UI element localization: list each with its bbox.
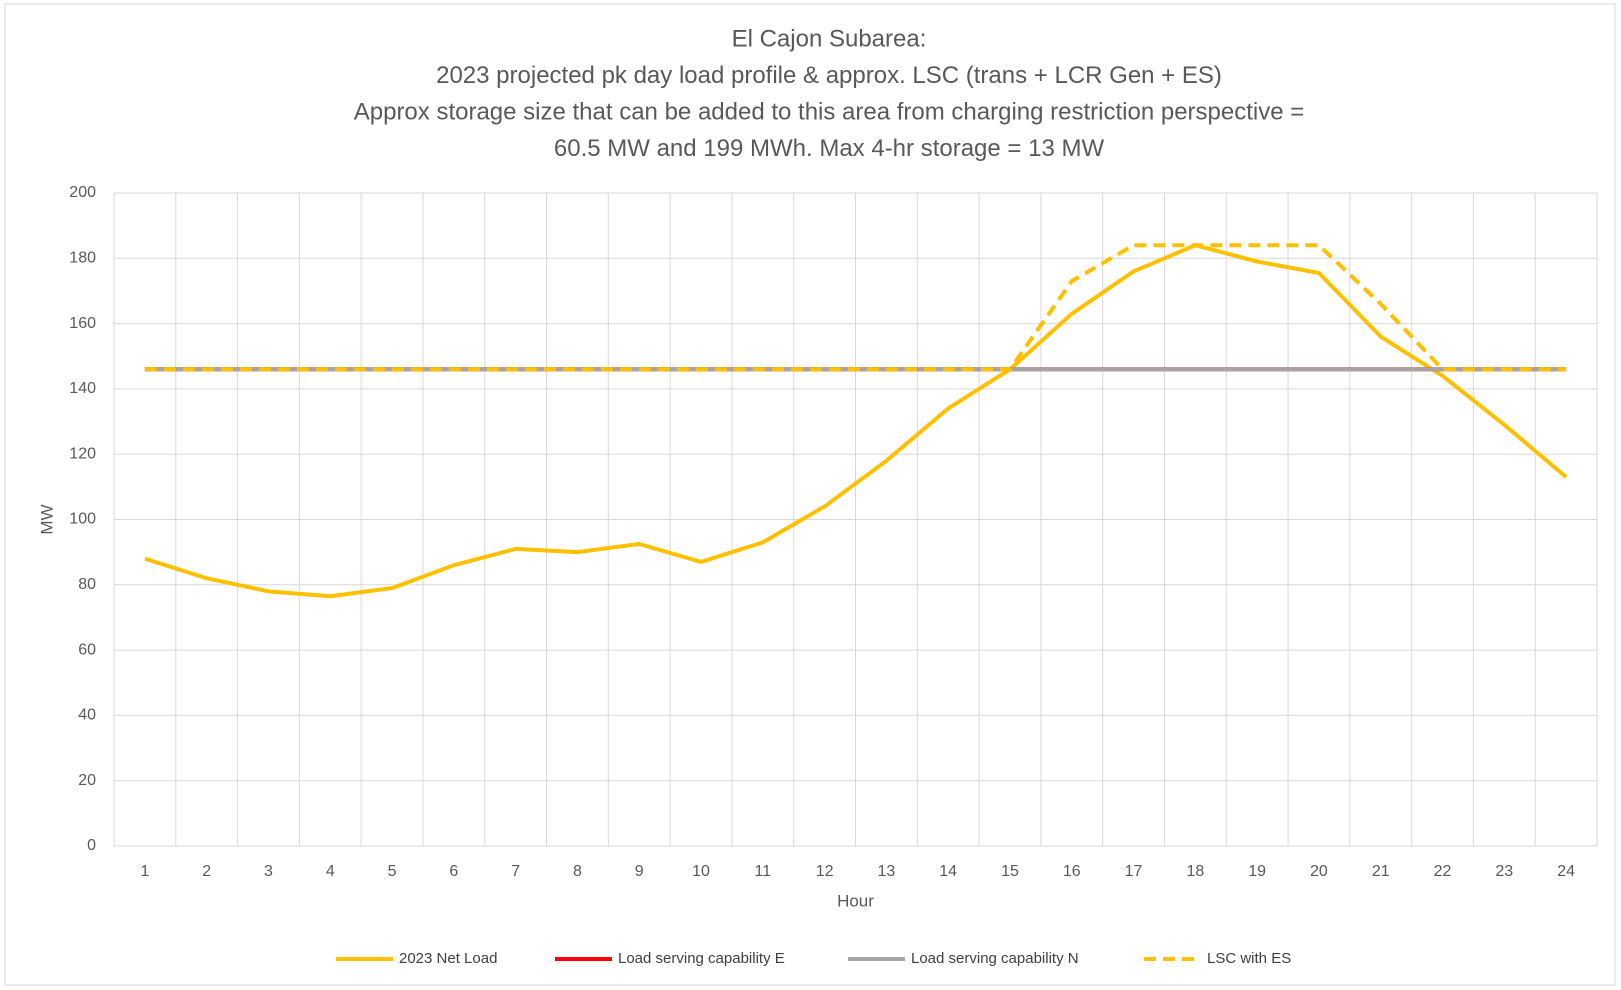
x-tick-label: 15 [1001,863,1019,880]
x-tick-label: 1 [140,863,149,880]
y-tick-label: 120 [69,445,96,462]
y-tick-label: 200 [69,184,96,201]
chart-border [4,3,1616,986]
y-tick-label: 0 [87,837,96,854]
y-tick-label: 180 [69,250,96,267]
x-tick-label: 5 [388,863,397,880]
x-tick-label: 20 [1310,863,1328,880]
chart-title: 2023 projected pk day load profile & app… [436,62,1222,89]
y-tick-label: 160 [69,315,96,332]
x-tick-label: 9 [635,863,644,880]
series-line [144,243,1568,599]
x-tick-label: 16 [1063,863,1081,880]
x-tick-label: 14 [939,863,957,880]
x-tick-label: 19 [1248,863,1266,880]
y-axis-title: MW [37,504,56,534]
x-tick-label: 6 [449,863,458,880]
x-tick-label: 11 [755,863,772,880]
y-tick-label: 60 [78,641,96,658]
chart-title: 60.5 MW and 199 MWh. Max 4-hr storage = … [554,135,1105,162]
y-tick-label: 140 [69,380,96,397]
y-tick-label: 20 [78,772,96,789]
x-tick-label: 17 [1125,863,1143,880]
x-tick-label: 2 [202,863,211,880]
x-tick-label: 4 [326,863,335,880]
legend-label: LSC with ES [1207,950,1291,967]
x-tick-label: 18 [1186,863,1204,880]
x-tick-label: 21 [1372,863,1390,880]
chart-title: El Cajon Subarea: [732,25,927,52]
x-tick-label: 7 [511,863,520,880]
series-line [144,243,1567,372]
x-tick-label: 22 [1434,863,1452,880]
chart-title: Approx storage size that can be added to… [354,98,1305,125]
x-tick-label: 8 [573,863,582,880]
x-tick-label: 13 [877,863,895,880]
x-tick-label: 10 [692,863,710,880]
legend-label: Load serving capability E [618,950,785,967]
legend-label: Load serving capability N [911,950,1079,967]
x-tick-label: 24 [1557,863,1575,880]
y-tick-label: 80 [78,576,96,593]
legend-label: 2023 Net Load [399,950,497,967]
x-tick-label: 12 [816,863,834,880]
y-tick-label: 100 [69,511,96,528]
y-tick-label: 40 [78,707,96,724]
x-axis-title: Hour [837,891,874,910]
x-tick-label: 23 [1495,863,1513,880]
x-tick-label: 3 [264,863,273,880]
